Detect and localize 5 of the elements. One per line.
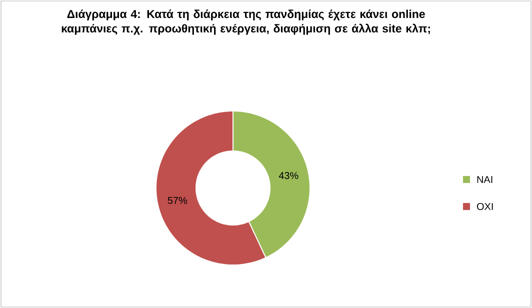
legend-label: NAI xyxy=(477,176,492,183)
chart-title: Διάγραμμα 4: Κατά τη διάρκεια της πανδημίας έχετε κάνει online καμπάνιες π.χ. προωθητική ενέργεια, διαφήμιση σε άλλα site κλπ; xyxy=(62,10,430,35)
data-label: 57% xyxy=(168,196,187,204)
legend-label: OXI xyxy=(476,202,493,210)
data-label: 43% xyxy=(278,172,298,180)
